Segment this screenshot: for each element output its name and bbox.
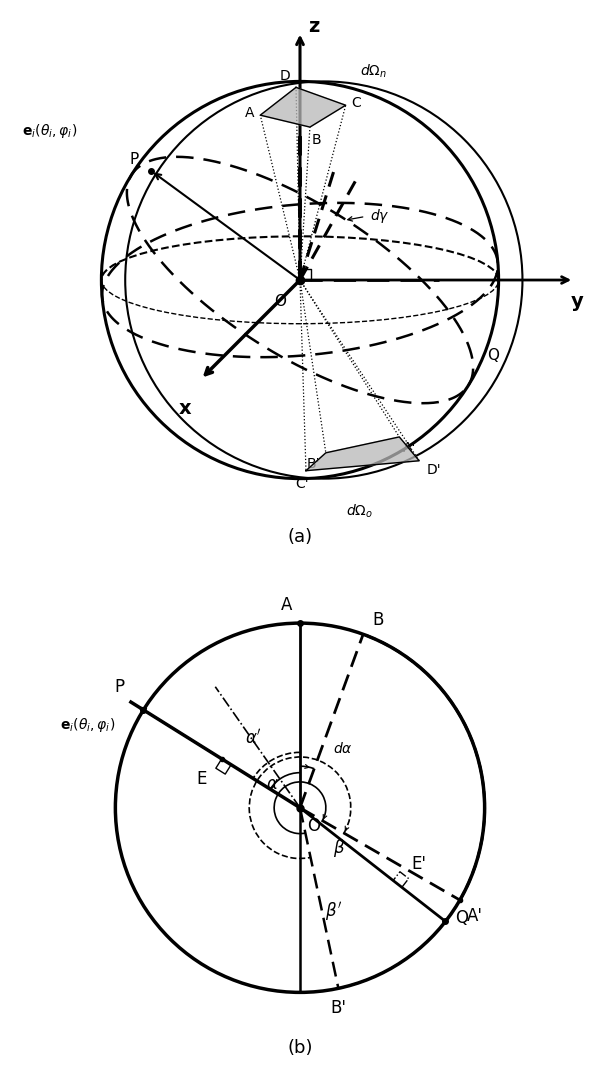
Text: C': C' [295,477,309,491]
Text: $\mathbf{z}$: $\mathbf{z}$ [308,17,320,36]
Text: E': E' [411,854,426,872]
Text: D': D' [427,463,442,477]
Polygon shape [260,87,346,127]
Text: (b): (b) [287,1039,313,1057]
Polygon shape [306,437,419,471]
Text: A: A [281,596,293,614]
Text: Q: Q [487,348,499,363]
Text: A: A [245,107,254,121]
Text: $d\Omega_o$: $d\Omega_o$ [346,503,373,520]
Text: $\alpha$: $\alpha$ [266,774,278,793]
Text: P: P [114,679,124,697]
Text: $\beta$: $\beta$ [333,838,346,859]
Text: Q: Q [455,909,468,926]
Text: B: B [373,611,384,629]
Text: $\mathbf{e}_i(\theta_i, \varphi_i)$: $\mathbf{e}_i(\theta_i, \varphi_i)$ [60,715,115,733]
Text: $\mathbf{x}$: $\mathbf{x}$ [178,400,192,418]
Text: $\beta'$: $\beta'$ [325,900,342,923]
Text: $d\Omega_n$: $d\Omega_n$ [359,62,386,80]
Text: (a): (a) [287,529,313,546]
Text: C: C [352,96,361,110]
Text: A': A' [467,908,483,925]
Text: B: B [312,134,322,148]
Text: $\mathbf{e}_i(\theta_i, \varphi_i)$: $\mathbf{e}_i(\theta_i, \varphi_i)$ [22,122,77,140]
Text: D: D [280,69,290,83]
Text: B': B' [331,999,346,1018]
Text: $\mathbf{y}$: $\mathbf{y}$ [570,294,584,313]
Text: $d\gamma$: $d\gamma$ [370,208,389,225]
Text: A': A' [403,440,416,454]
Text: O: O [307,817,320,835]
Text: P: P [130,152,139,167]
Text: $d\alpha$: $d\alpha$ [333,741,353,756]
Text: E: E [197,770,207,788]
Text: $\alpha'$: $\alpha'$ [245,728,262,747]
Text: B': B' [307,457,320,471]
Text: O: O [274,294,286,309]
